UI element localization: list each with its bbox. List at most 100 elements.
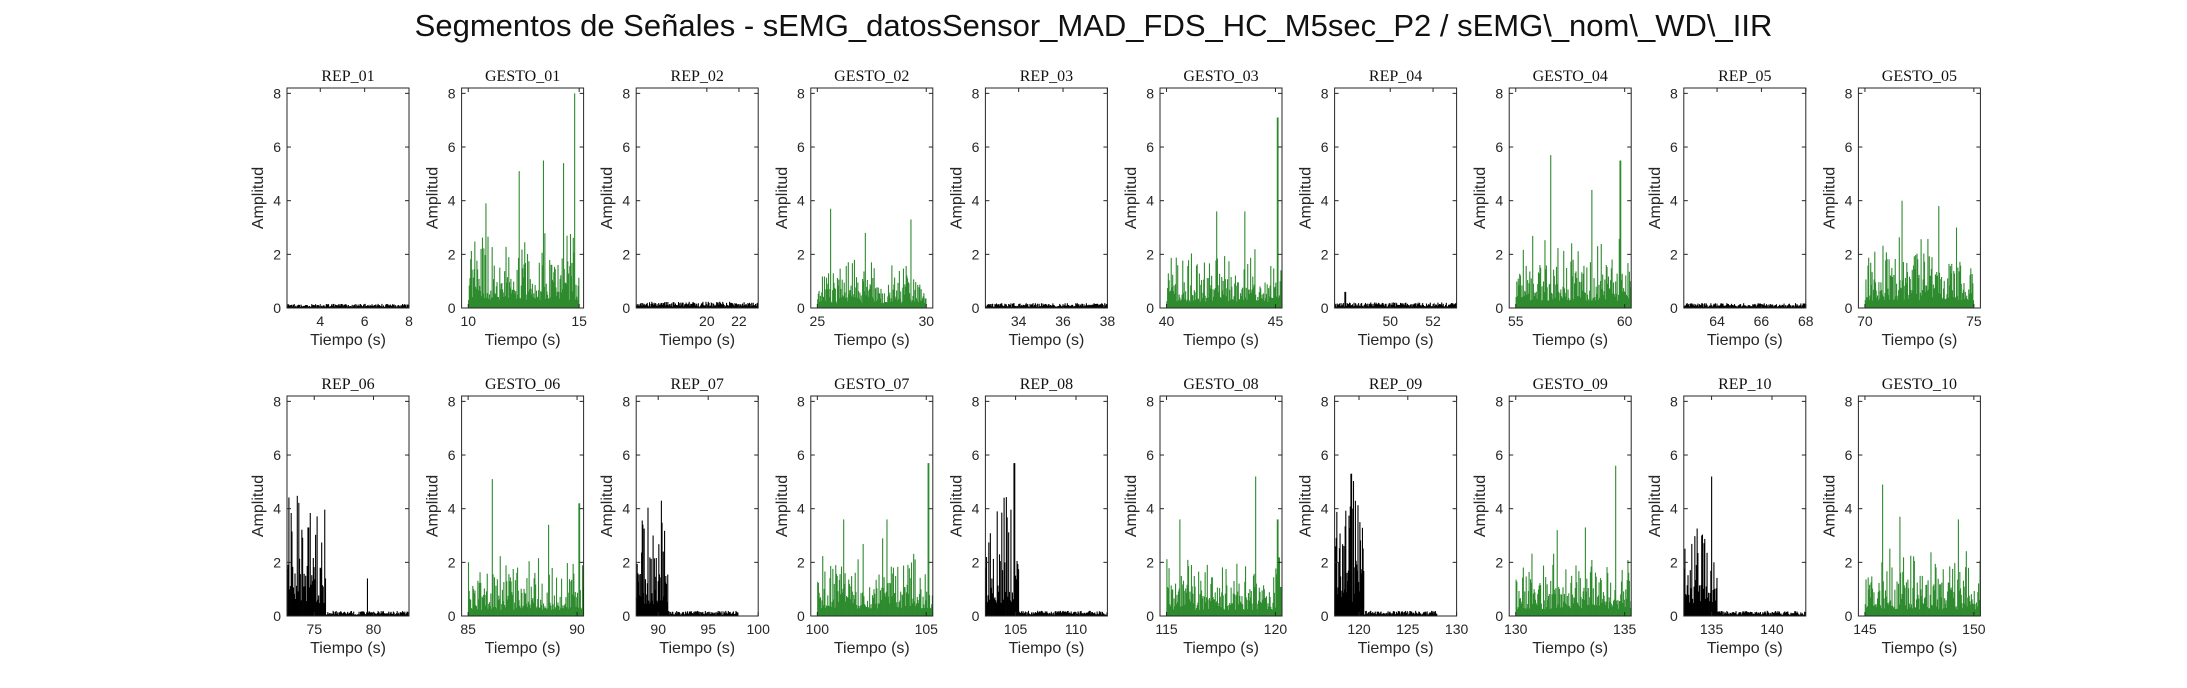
axes-box [1508, 395, 1632, 617]
x-tick-label: 145 [1853, 621, 1877, 637]
y-axis-label: Amplitud [599, 475, 616, 537]
y-tick-label: 0 [972, 300, 980, 316]
y-tick-label: 4 [972, 501, 980, 517]
x-axis-label: Tiempo (s) [1707, 640, 1783, 657]
y-tick-label: 4 [1146, 501, 1154, 517]
axes-box [1159, 87, 1283, 309]
axes-box [984, 87, 1108, 309]
y-tick-label: 4 [1495, 501, 1503, 517]
x-axis-label: Tiempo (s) [1358, 332, 1434, 349]
y-tick-label: 4 [1495, 193, 1503, 209]
y-axis-label: Amplitud [1472, 475, 1489, 537]
x-tick-label: 130 [1445, 621, 1469, 637]
subplot-gesto-10: 0 2 4 6 8 145 150 GESTO_10 Tiempo (s) Amplitud [1821, 376, 1985, 657]
x-tick-label: 68 [1798, 313, 1814, 329]
y-tick-label: 0 [1321, 608, 1329, 624]
axes-box [461, 395, 585, 617]
y-tick-label: 8 [622, 85, 630, 101]
x-axis-label: Tiempo (s) [1008, 640, 1084, 657]
y-tick-label: 8 [797, 85, 805, 101]
y-tick-label: 8 [1495, 85, 1503, 101]
x-axis-label: Tiempo (s) [310, 332, 386, 349]
signal-series [1515, 155, 1632, 308]
y-tick-label: 6 [797, 447, 805, 463]
subplot-title: REP_07 [671, 376, 724, 393]
x-axis-label: Tiempo (s) [1532, 332, 1608, 349]
y-tick-label: 2 [797, 246, 805, 262]
x-tick-label: 25 [810, 313, 826, 329]
y-axis-label: Amplitud [599, 167, 616, 229]
subplot-gesto-05: 0 2 4 6 8 70 75 GESTO_05 Tiempo (s) Amplitud [1821, 68, 1981, 349]
signal-series [635, 500, 739, 616]
subplot-title: GESTO_03 [1183, 68, 1258, 85]
x-tick-label: 105 [915, 621, 939, 637]
subplot-title: GESTO_02 [834, 68, 909, 85]
subplot-gesto-02: 0 2 4 6 8 25 30 GESTO_02 Tiempo (s) Amplitud [774, 68, 934, 349]
subplot-gesto-06: 0 2 4 6 8 85 90 GESTO_06 Tiempo (s) Amplitud [425, 376, 585, 657]
signal-series [985, 463, 1108, 616]
x-tick-label: 20 [699, 313, 715, 329]
y-tick-label: 2 [972, 554, 980, 570]
x-tick-label: 110 [1065, 621, 1088, 637]
x-tick-label: 90 [569, 621, 585, 637]
x-tick-label: 120 [1264, 621, 1288, 637]
subplot-title: GESTO_05 [1882, 68, 1957, 85]
y-tick-label: 0 [1495, 608, 1503, 624]
y-tick-label: 4 [622, 501, 630, 517]
x-tick-label: 130 [1504, 621, 1528, 637]
y-tick-label: 4 [797, 501, 805, 517]
y-tick-label: 4 [273, 501, 281, 517]
subplot-title: GESTO_09 [1533, 376, 1608, 393]
y-tick-label: 0 [1146, 300, 1154, 316]
x-axis-label: Tiempo (s) [485, 332, 561, 349]
subplot-title: GESTO_01 [485, 68, 560, 85]
x-axis-label: Tiempo (s) [485, 640, 561, 657]
subplot-title: REP_04 [1369, 68, 1422, 85]
subplot-title: REP_10 [1718, 376, 1771, 393]
y-tick-label: 6 [622, 139, 630, 155]
y-axis-label: Amplitud [1821, 167, 1838, 229]
y-tick-label: 2 [797, 554, 805, 570]
signal-series [817, 463, 933, 616]
x-tick-label: 40 [1159, 313, 1175, 329]
y-tick-label: 4 [1670, 501, 1678, 517]
x-tick-label: 135 [1700, 621, 1724, 637]
y-tick-label: 2 [1321, 554, 1329, 570]
y-tick-label: 4 [1845, 193, 1853, 209]
axes-box [1683, 395, 1807, 617]
subplot-title: REP_01 [321, 68, 374, 85]
y-tick-label: 6 [1321, 447, 1329, 463]
signal-series [636, 301, 759, 308]
y-tick-label: 8 [1146, 85, 1154, 101]
x-axis-label: Tiempo (s) [1881, 640, 1957, 657]
y-tick-label: 6 [1321, 139, 1329, 155]
y-tick-label: 4 [1321, 501, 1329, 517]
subplot-gesto-08: 0 2 4 6 8 115 120 GESTO_08 Tiempo (s) Amplitud [1123, 376, 1287, 657]
y-tick-label: 0 [1845, 608, 1853, 624]
y-axis-label: Amplitud [425, 167, 442, 229]
y-tick-label: 0 [1146, 608, 1154, 624]
x-tick-label: 22 [731, 313, 747, 329]
axes-box [1334, 395, 1458, 617]
axes-box [810, 395, 934, 617]
axes-box [1159, 395, 1283, 617]
y-tick-label: 2 [448, 554, 456, 570]
subplot-gesto-01: 0 2 4 6 8 10 15 GESTO_01 Tiempo (s) Amplitud [425, 68, 588, 349]
subplot-title: GESTO_06 [485, 376, 560, 393]
y-tick-label: 8 [622, 393, 630, 409]
y-tick-label: 8 [1670, 85, 1678, 101]
y-tick-label: 0 [1670, 300, 1678, 316]
x-tick-label: 100 [806, 621, 830, 637]
subplot-title: REP_05 [1718, 68, 1771, 85]
subplot-title: GESTO_10 [1882, 376, 1957, 393]
x-tick-label: 75 [1966, 313, 1982, 329]
y-tick-label: 6 [1495, 139, 1503, 155]
y-tick-label: 0 [797, 608, 805, 624]
signal-series [1683, 476, 1806, 616]
y-axis-label: Amplitud [1647, 167, 1664, 229]
x-axis-label: Tiempo (s) [1183, 332, 1259, 349]
signal-series [1515, 465, 1632, 616]
subplot-title: GESTO_07 [834, 376, 909, 393]
y-tick-label: 4 [622, 193, 630, 209]
subplot-gesto-04: 0 2 4 6 8 55 60 GESTO_04 Tiempo (s) Amplitud [1472, 68, 1632, 349]
